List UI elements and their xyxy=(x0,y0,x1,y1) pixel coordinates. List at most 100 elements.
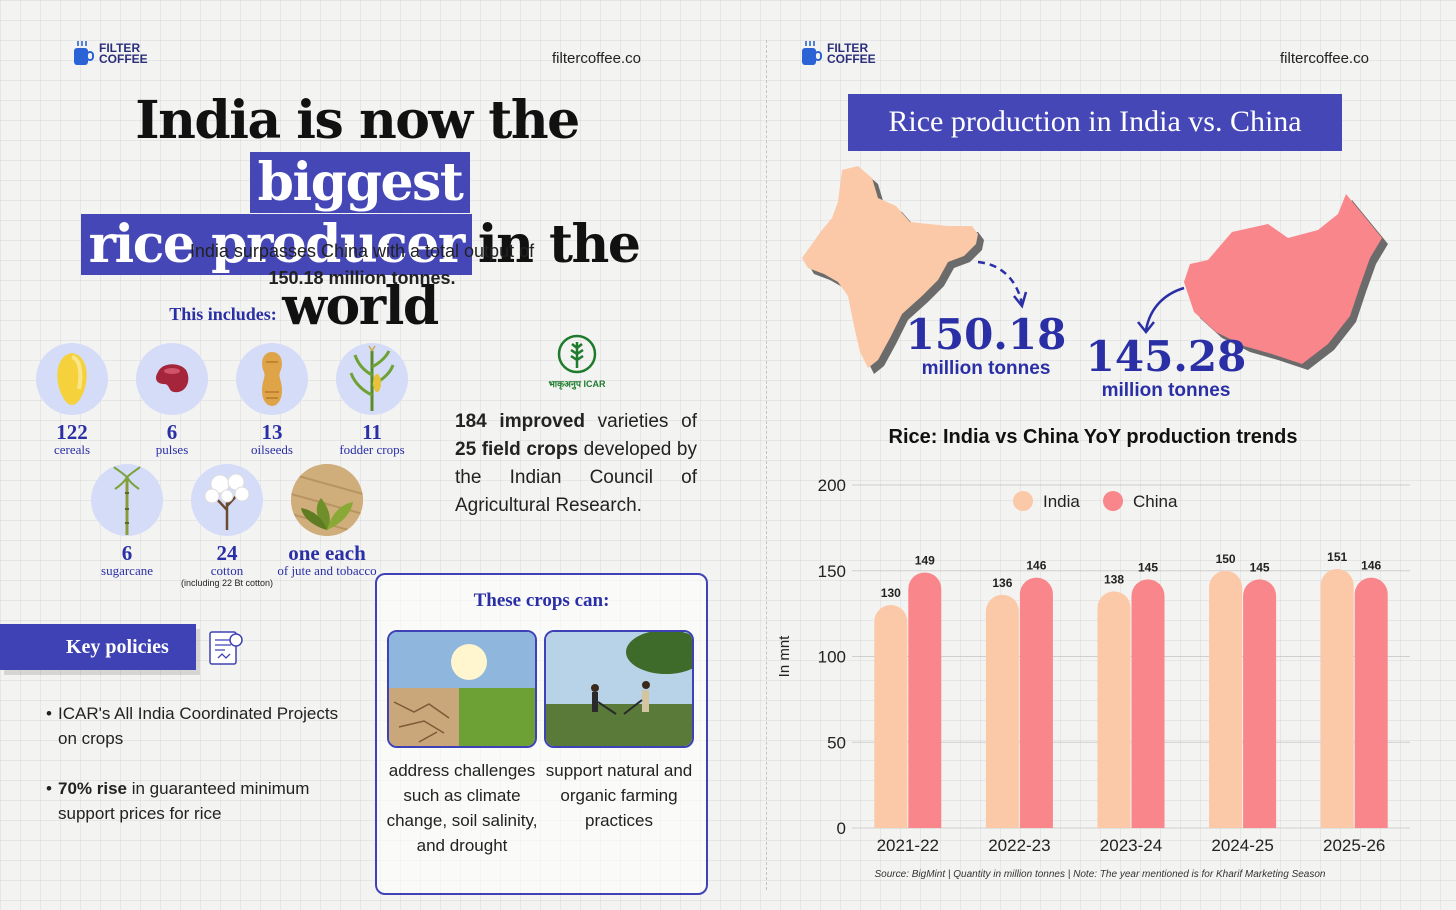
bar-value-label: 130 xyxy=(881,586,901,600)
corn-icon xyxy=(57,353,87,405)
icar-logo: भाकृअनुप ICAR xyxy=(548,334,606,389)
icar-description: 184 improved varieties of 25 field crops… xyxy=(455,408,697,520)
crop-fodder: 11 fodder crops xyxy=(312,343,432,457)
bar-value-label: 149 xyxy=(915,553,935,567)
crop-num: 6 xyxy=(121,541,133,565)
china-arrow-icon xyxy=(1144,286,1185,331)
legend-label: India xyxy=(1043,492,1080,511)
crops-can-title: These crops can: xyxy=(473,590,610,611)
crop-num: 13 xyxy=(261,420,283,444)
bar-india xyxy=(985,594,1019,828)
crop-label: fodder crops xyxy=(339,442,405,457)
crop-num: 11 xyxy=(362,420,382,444)
farmers-plowing-photo xyxy=(544,630,694,748)
india-map-icon xyxy=(802,166,984,374)
coffee-cup-icon xyxy=(74,41,94,65)
icar-text-1: varieties of xyxy=(584,411,698,432)
legend-swatch xyxy=(1013,491,1033,511)
brand-line1: FILTER xyxy=(99,41,141,55)
policy-2-text: in guaranteed minimum support prices for… xyxy=(58,779,310,823)
y-tick-label: 50 xyxy=(827,733,846,752)
bar-value-label: 146 xyxy=(1361,559,1381,573)
x-tick-label: 2022-23 xyxy=(988,836,1050,855)
headline-part2: in the world xyxy=(282,214,641,337)
bar-value-label: 150 xyxy=(1216,552,1236,566)
y-axis-label: In mnt xyxy=(776,635,793,678)
bar-value-label: 136 xyxy=(992,576,1012,590)
bar-value-label: 138 xyxy=(1104,572,1124,586)
crop-label: oilseeds xyxy=(251,442,293,457)
y-tick-label: 0 xyxy=(837,819,846,838)
crop-pulses: 6 pulses xyxy=(112,343,232,457)
bar-china xyxy=(908,572,942,828)
crop-num: one each xyxy=(288,541,366,565)
icar-logo-text: भाकृअनुप ICAR xyxy=(548,379,606,389)
bar-value-label: 145 xyxy=(1138,560,1158,574)
includes-title: This includes: xyxy=(169,304,277,324)
brand-line2: COFFEE xyxy=(99,52,148,66)
headline-highlight-2: rice producer xyxy=(80,214,472,275)
x-tick-label: 2024-25 xyxy=(1211,836,1273,855)
x-tick-label: 2021-22 xyxy=(877,836,939,855)
bar-value-label: 151 xyxy=(1327,550,1347,564)
crop-jute-tobacco: one each of jute and tobacco xyxy=(267,464,387,578)
brand-line1: FILTER xyxy=(827,41,869,55)
india-arrow-icon xyxy=(977,260,1024,305)
legend-swatch xyxy=(1103,491,1123,511)
right-title: Rice production in India vs. China xyxy=(848,94,1342,151)
crop-cotton: 24 cotton (including 22 Bt cotton) xyxy=(167,464,287,589)
y-tick-label: 200 xyxy=(818,476,846,495)
policy-document-icon xyxy=(209,631,243,665)
bar-india xyxy=(1209,570,1243,828)
china-production-unit: million tonnes xyxy=(1101,380,1231,401)
maize-plant-icon xyxy=(349,345,395,411)
cracked-earth-photo xyxy=(387,630,537,748)
bar-value-label: 145 xyxy=(1250,560,1270,574)
bar-value-label: 146 xyxy=(1026,559,1046,573)
crops-can-caption-2: support natural and organic farming prac… xyxy=(545,761,693,830)
site-url[interactable]: filtercoffee.co xyxy=(552,50,641,67)
crop-num: 24 xyxy=(216,541,238,565)
peanut-icon xyxy=(262,352,282,406)
icar-text-2: developed by the Indian Council of Agric… xyxy=(455,439,697,516)
icar-wheat-emblem-icon xyxy=(557,334,597,374)
india-production-unit: million tonnes xyxy=(921,358,1051,379)
subtext-bold: 150.18 million tonnes. xyxy=(268,268,456,288)
bean-icon xyxy=(156,364,189,393)
cotton-icon xyxy=(204,473,250,530)
crop-label: of jute and tobacco xyxy=(277,563,377,578)
subtext-line1: India surpasses China with a total outpu… xyxy=(189,241,535,261)
bar-india xyxy=(1097,591,1131,828)
headline-part1: India is now the xyxy=(135,90,580,151)
icar-bold-crops: 25 field crops xyxy=(455,439,579,460)
y-tick-label: 150 xyxy=(818,562,846,581)
bar-china xyxy=(1243,579,1277,828)
panel-divider xyxy=(766,40,767,890)
crop-oilseeds: 13 oilseeds xyxy=(212,343,332,457)
brand-logo-right: FILTER COFFEE xyxy=(800,40,876,68)
policy-item-1: ICAR's All India Coordinated Projects on… xyxy=(46,701,348,751)
crop-cereals: 122 cereals xyxy=(12,343,132,457)
maps-graphic xyxy=(802,166,1388,374)
bar-india xyxy=(1320,569,1354,828)
policy-item-2: 70% rise in guaranteed minimum support p… xyxy=(46,776,348,826)
china-production-value: 145.28 xyxy=(1085,332,1247,381)
crop-label: sugarcane xyxy=(101,563,153,578)
crop-sublabel: (including 22 Bt cotton) xyxy=(180,578,274,588)
crop-label: cotton xyxy=(210,563,244,578)
headline-highlight-1: biggest xyxy=(249,152,471,213)
crop-sugarcane: 6 sugarcane xyxy=(67,464,187,578)
y-tick-label: 100 xyxy=(818,648,846,667)
chart-source: Source: BigMint | Quantity in million to… xyxy=(874,869,1326,880)
coffee-cup-icon xyxy=(802,41,822,65)
crops-can-caption-1: address challenges such as climate chang… xyxy=(386,761,538,855)
crop-num: 6 xyxy=(166,420,178,444)
bar-india xyxy=(874,605,908,828)
site-url-right[interactable]: filtercoffee.co xyxy=(1280,50,1369,67)
jute-tobacco-icon xyxy=(291,464,363,536)
china-map-icon xyxy=(1184,194,1388,370)
crop-num: 122 xyxy=(56,420,88,444)
crop-label: cereals xyxy=(53,442,91,457)
brand-line2: COFFEE xyxy=(827,52,876,66)
sugarcane-icon xyxy=(113,466,141,535)
